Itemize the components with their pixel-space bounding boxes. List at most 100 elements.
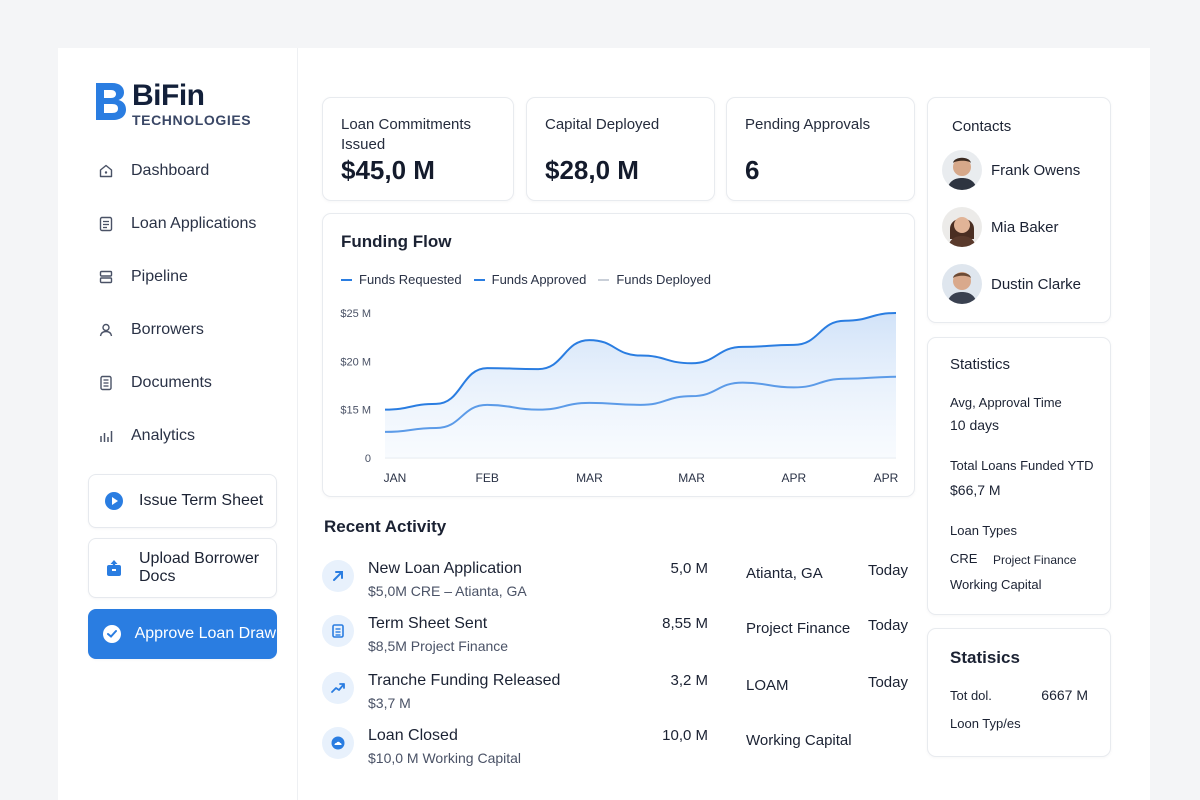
nav-label: Loan Applications bbox=[131, 214, 257, 232]
stat-label: Avg, Approval Time bbox=[950, 395, 1062, 410]
contact-item[interactable]: Mia Baker bbox=[942, 207, 1059, 247]
activity-amount: 3,2 M bbox=[670, 672, 708, 689]
statistics-summary-card: Statisics Tot dol. 6667 M Loon Typ/es bbox=[927, 628, 1111, 757]
document-icon bbox=[88, 216, 126, 232]
home-icon bbox=[88, 163, 126, 179]
activity-amount: 8,55 M bbox=[662, 615, 708, 632]
nav-item-pipeline[interactable]: Pipeline bbox=[88, 250, 288, 303]
pipeline-icon bbox=[88, 269, 126, 285]
contact-item[interactable]: Frank Owens bbox=[942, 150, 1080, 190]
legend-swatch bbox=[598, 278, 610, 281]
series-line-funds-approved[interactable] bbox=[384, 375, 897, 433]
brand-logo[interactable]: BiFin TECHNOLOGIES bbox=[94, 80, 251, 127]
legend-item-funds-approved[interactable]: Funds Approved bbox=[473, 272, 587, 287]
nav-label: Documents bbox=[131, 373, 212, 391]
activity-amount: 5,0 M bbox=[670, 560, 708, 577]
stat-label: Loan Types bbox=[950, 523, 1017, 538]
avatar bbox=[942, 207, 982, 247]
upload-icon bbox=[89, 558, 139, 578]
kpi-label: Pending Approvals bbox=[745, 116, 871, 133]
legend-item-funds-deployed[interactable]: Funds Deployed bbox=[598, 272, 711, 287]
chart-legend: Funds Requested Funds Approved Funds Dep… bbox=[341, 272, 723, 287]
stat-value: 6667 M bbox=[1041, 687, 1088, 703]
funding-flow-chart: $25 M $20 M $15 M 0 JAN FEB MAR MAR APR APR bbox=[340, 308, 899, 485]
activity-subtitle: $8,5M Project Finance bbox=[368, 638, 509, 654]
main-nav: Dashboard Loan Applications Pipeline Bor… bbox=[88, 144, 288, 462]
activity-date: Today bbox=[867, 617, 908, 634]
check-circle-icon bbox=[89, 624, 135, 644]
contact-name: Mia Baker bbox=[991, 218, 1059, 236]
activity-location: Project Finance bbox=[746, 620, 851, 637]
x-tick-label: APR bbox=[874, 471, 899, 485]
sidebar: BiFin TECHNOLOGIES Dashboard Loan Applic… bbox=[58, 48, 298, 800]
avatar bbox=[942, 150, 982, 190]
logo-mark-icon bbox=[94, 80, 130, 124]
activity-amount: 10,0 M bbox=[662, 727, 708, 744]
series-line-funds-requested[interactable] bbox=[384, 312, 897, 411]
nav-item-loan-applications[interactable]: Loan Applications bbox=[88, 197, 288, 250]
legend-swatch bbox=[341, 278, 352, 281]
contact-item[interactable]: Dustin Clarke bbox=[942, 264, 1081, 304]
brand-subtitle: TECHNOLOGIES bbox=[132, 112, 252, 128]
legend-label: Funds Approved bbox=[491, 272, 587, 287]
activity-row[interactable]: Tranche Funding Released $3,7 M 3,2 M LO… bbox=[322, 672, 912, 722]
y-tick-label: $15 M bbox=[340, 405, 371, 417]
stat-value: 10 days bbox=[950, 417, 1000, 433]
legend-label: Funds Requested bbox=[359, 272, 462, 287]
nav-item-documents[interactable]: Documents bbox=[88, 356, 288, 409]
y-tick-label: 0 bbox=[365, 453, 371, 465]
issue-term-sheet-button[interactable]: Issue Term Sheet bbox=[88, 474, 277, 528]
nav-label: Borrowers bbox=[131, 320, 204, 338]
avatar bbox=[942, 264, 982, 304]
nav-item-analytics[interactable]: Analytics bbox=[88, 409, 288, 462]
nav-label: Pipeline bbox=[131, 267, 188, 285]
nav-label: Dashboard bbox=[131, 161, 210, 179]
bar-chart-icon bbox=[88, 428, 126, 444]
stat-label: Tot dol. bbox=[950, 688, 992, 703]
activity-subtitle: $3,7 M bbox=[368, 695, 411, 711]
list-icon bbox=[322, 615, 354, 647]
legend-swatch bbox=[473, 278, 485, 281]
action-label: Upload Borrower Docs bbox=[139, 550, 260, 585]
loan-type-tag: Working Capital bbox=[950, 577, 1042, 592]
activity-location: Working Capital bbox=[746, 732, 852, 749]
activity-row[interactable]: New Loan Application $5,0M CRE – Atianta… bbox=[322, 560, 912, 610]
nav-item-borrowers[interactable]: Borrowers bbox=[88, 303, 288, 356]
activity-subtitle: $5,0M CRE – Atianta, GA bbox=[368, 583, 527, 599]
activity-title: Tranche Funding Released bbox=[368, 672, 561, 689]
statistics-summary-title: Statisics bbox=[950, 648, 1020, 667]
x-tick-label: MAR bbox=[576, 471, 603, 485]
arrow-up-right-icon bbox=[322, 560, 354, 592]
x-tick-label: APR bbox=[781, 471, 806, 485]
contacts-title: Contacts bbox=[952, 118, 1012, 135]
user-icon bbox=[88, 322, 126, 338]
activity-date: Today bbox=[867, 562, 908, 579]
activity-date: Today bbox=[867, 674, 908, 691]
activity-title: New Loan Application bbox=[368, 560, 522, 577]
activity-location: LOAM bbox=[746, 677, 789, 694]
approve-loan-draw-button[interactable]: Approve Loan Draw bbox=[88, 609, 277, 659]
activity-row[interactable]: Loan Closed $10,0 M Working Capital 10,0… bbox=[322, 727, 912, 777]
statistics-title: Statistics bbox=[950, 356, 1011, 373]
play-circle-icon bbox=[89, 491, 139, 511]
activity-title: Term Sheet Sent bbox=[368, 615, 488, 632]
contact-name: Dustin Clarke bbox=[991, 275, 1082, 293]
contact-name: Frank Owens bbox=[991, 161, 1081, 179]
kpi-label: Loan Commitments Issued bbox=[341, 116, 472, 153]
stat-value: $66,7 M bbox=[950, 482, 1001, 498]
file-icon bbox=[88, 375, 126, 391]
activity-row[interactable]: Term Sheet Sent $8,5M Project Finance 8,… bbox=[322, 615, 912, 665]
action-label: Issue Term Sheet bbox=[139, 492, 264, 509]
action-label: Approve Loan Draw bbox=[134, 625, 276, 642]
kpi-card-pending-approvals: Pending Approvals 6 bbox=[726, 97, 915, 201]
stat-label: Total Loans Funded YTD bbox=[950, 458, 1094, 473]
kpi-card-loan-commitments: Loan Commitments Issued $45,0 M bbox=[322, 97, 514, 201]
area-fill-funds-requested bbox=[385, 313, 896, 458]
kpi-value: $45,0 M bbox=[341, 155, 435, 185]
loan-type-tag: Project Finance bbox=[993, 553, 1077, 567]
legend-item-funds-requested[interactable]: Funds Requested bbox=[341, 272, 462, 287]
upload-borrower-docs-button[interactable]: Upload Borrower Docs bbox=[88, 538, 277, 598]
recent-activity-title: Recent Activity bbox=[324, 517, 447, 536]
contacts-card: Contacts Frank Owens Mia Baker Dustin Cl… bbox=[927, 97, 1111, 323]
nav-item-dashboard[interactable]: Dashboard bbox=[88, 144, 288, 197]
